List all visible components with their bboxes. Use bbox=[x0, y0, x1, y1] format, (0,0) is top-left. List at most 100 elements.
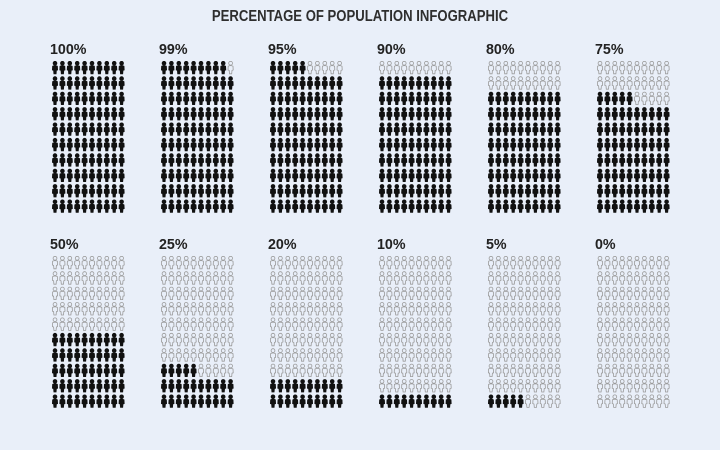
person-icon-empty bbox=[502, 379, 509, 393]
person-icon-filled bbox=[212, 137, 219, 152]
person-icon-filled bbox=[269, 153, 277, 167]
person-icon-empty bbox=[386, 379, 393, 393]
person-icon-filled bbox=[168, 363, 175, 377]
person-icon-empty bbox=[423, 317, 430, 331]
person-icon-filled bbox=[88, 394, 96, 408]
person-icon-filled bbox=[547, 153, 554, 167]
person-icon-empty bbox=[220, 256, 227, 270]
person-icon-empty bbox=[510, 317, 517, 331]
person-icon-filled bbox=[517, 122, 524, 136]
person-icon-filled bbox=[445, 107, 452, 121]
percentage-label: 75% bbox=[595, 41, 624, 58]
person-icon-filled bbox=[393, 153, 400, 167]
person-icon-filled bbox=[401, 168, 408, 182]
person-icon-filled bbox=[175, 199, 182, 213]
person-icon-empty bbox=[487, 348, 495, 362]
person-icon-empty bbox=[220, 317, 227, 331]
person-icon-filled bbox=[118, 199, 125, 213]
person-icon-empty bbox=[277, 317, 284, 331]
person-icon-filled bbox=[408, 107, 415, 121]
person-icon-filled bbox=[423, 107, 430, 121]
person-icon-filled bbox=[487, 122, 495, 136]
person-icon-filled bbox=[445, 199, 452, 213]
person-icon-filled bbox=[663, 122, 670, 136]
person-icon-empty bbox=[96, 271, 103, 285]
person-icon-empty bbox=[321, 286, 328, 300]
person-icon-filled bbox=[220, 137, 227, 152]
person-icon-empty bbox=[66, 302, 73, 316]
person-icon-empty bbox=[495, 317, 502, 331]
person-icon-filled bbox=[386, 91, 393, 105]
person-icon-filled bbox=[415, 107, 423, 121]
person-icon-filled bbox=[314, 91, 321, 105]
person-icon-empty bbox=[415, 302, 423, 316]
person-icon-empty bbox=[487, 271, 495, 285]
person-icon-empty bbox=[299, 256, 306, 270]
person-icon-filled bbox=[336, 91, 343, 105]
person-icon-filled bbox=[284, 61, 291, 75]
person-icon-empty bbox=[336, 317, 343, 331]
person-icon-filled bbox=[103, 184, 110, 198]
person-icon-filled bbox=[299, 61, 306, 75]
person-icon-filled bbox=[88, 184, 96, 198]
person-icon-filled bbox=[378, 76, 386, 90]
person-icon-filled bbox=[183, 153, 190, 167]
person-icon-empty bbox=[306, 302, 314, 316]
person-icon-filled bbox=[378, 153, 386, 167]
person-icon-filled bbox=[539, 91, 546, 105]
person-icon-empty bbox=[656, 348, 663, 362]
person-icon-filled bbox=[423, 168, 430, 182]
person-icon-empty bbox=[626, 61, 633, 75]
person-icon-filled bbox=[619, 153, 626, 167]
person-icon-filled bbox=[299, 76, 306, 90]
person-icon-empty bbox=[111, 317, 118, 331]
person-icon-filled bbox=[175, 76, 182, 90]
person-icon-filled bbox=[393, 122, 400, 136]
person-icon-filled bbox=[495, 168, 502, 182]
person-icon-empty bbox=[626, 317, 633, 331]
person-icon-filled bbox=[641, 122, 648, 136]
person-icon-empty bbox=[547, 61, 554, 75]
person-icon-empty bbox=[524, 394, 532, 408]
person-icon-filled bbox=[656, 168, 663, 182]
person-icon-empty bbox=[604, 348, 611, 362]
person-icon-empty bbox=[277, 256, 284, 270]
person-icon-empty bbox=[212, 363, 219, 377]
person-icon-empty bbox=[495, 271, 502, 285]
person-icon-empty bbox=[386, 302, 393, 316]
person-icon-empty bbox=[118, 286, 125, 300]
person-icon-filled bbox=[269, 122, 277, 136]
person-icon-filled bbox=[378, 122, 386, 136]
person-icon-empty bbox=[269, 348, 277, 362]
person-icon-filled bbox=[74, 199, 81, 213]
person-icon-filled bbox=[663, 199, 670, 213]
person-icon-filled bbox=[378, 137, 386, 152]
person-icon-empty bbox=[415, 363, 423, 377]
person-icon-empty bbox=[197, 348, 205, 362]
person-icon-filled bbox=[619, 184, 626, 198]
person-icon-filled bbox=[423, 199, 430, 213]
person-icon-empty bbox=[314, 286, 321, 300]
person-icon-filled bbox=[386, 394, 393, 408]
person-icon-filled bbox=[438, 122, 445, 136]
person-icon-filled bbox=[227, 76, 234, 90]
person-icon-filled bbox=[554, 137, 561, 152]
person-icon-filled bbox=[81, 91, 88, 105]
person-icon-filled bbox=[596, 184, 604, 198]
person-icon-filled bbox=[378, 394, 386, 408]
person-icon-filled bbox=[269, 76, 277, 90]
person-icon-filled bbox=[88, 107, 96, 121]
person-icon-empty bbox=[445, 317, 452, 331]
person-icon-filled bbox=[168, 91, 175, 105]
person-icon-empty bbox=[220, 348, 227, 362]
person-icon-filled bbox=[277, 107, 284, 121]
person-icon-filled bbox=[321, 76, 328, 90]
person-icon-empty bbox=[423, 302, 430, 316]
person-icon-empty bbox=[205, 302, 212, 316]
person-icon-empty bbox=[111, 271, 118, 285]
person-icon-filled bbox=[336, 76, 343, 90]
person-icon-empty bbox=[619, 256, 626, 270]
person-icon-filled bbox=[626, 199, 633, 213]
person-icon-empty bbox=[604, 76, 611, 90]
person-icon-filled bbox=[118, 394, 125, 408]
